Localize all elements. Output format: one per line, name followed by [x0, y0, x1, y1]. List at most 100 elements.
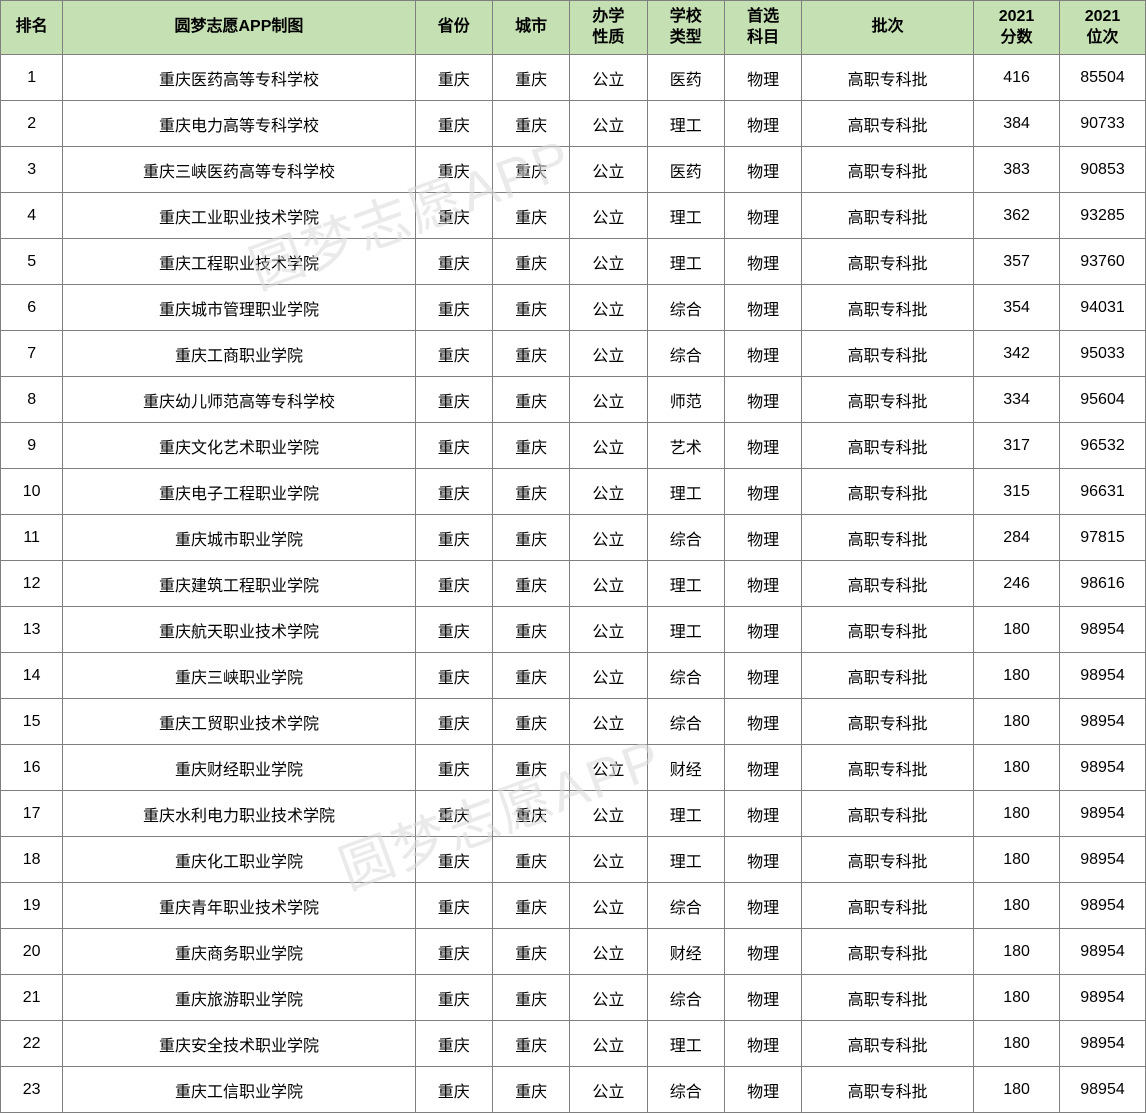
- cell-rank: 22: [1, 1021, 63, 1067]
- cell-province: 重庆: [415, 239, 492, 285]
- cell-rank: 23: [1, 1067, 63, 1113]
- cell-province: 重庆: [415, 561, 492, 607]
- cell-school: 重庆工商职业学院: [63, 331, 415, 377]
- cell-rank: 1: [1, 55, 63, 101]
- cell-city: 重庆: [492, 377, 569, 423]
- table-row: 16重庆财经职业学院重庆重庆公立财经物理高职专科批18098954: [1, 745, 1146, 791]
- cell-province: 重庆: [415, 285, 492, 331]
- cell-nature: 公立: [570, 377, 647, 423]
- cell-rank: 18: [1, 837, 63, 883]
- table-row: 7重庆工商职业学院重庆重庆公立综合物理高职专科批34295033: [1, 331, 1146, 377]
- cell-school: 重庆电子工程职业学院: [63, 469, 415, 515]
- cell-position: 96631: [1060, 469, 1146, 515]
- table-container: 圆梦志愿APP 圆梦志愿APP 排名圆梦志愿APP制图省份城市办学性质学校类型首…: [0, 0, 1146, 1113]
- cell-nature: 公立: [570, 1067, 647, 1113]
- cell-school: 重庆工贸职业技术学院: [63, 699, 415, 745]
- cell-rank: 16: [1, 745, 63, 791]
- cell-score: 180: [974, 837, 1060, 883]
- cell-score: 315: [974, 469, 1060, 515]
- cell-subject: 物理: [724, 193, 801, 239]
- table-row: 13重庆航天职业技术学院重庆重庆公立理工物理高职专科批18098954: [1, 607, 1146, 653]
- cell-school: 重庆医药高等专科学校: [63, 55, 415, 101]
- cell-score: 384: [974, 101, 1060, 147]
- table-row: 14重庆三峡职业学院重庆重庆公立综合物理高职专科批18098954: [1, 653, 1146, 699]
- cell-province: 重庆: [415, 653, 492, 699]
- cell-batch: 高职专科批: [802, 147, 974, 193]
- table-row: 15重庆工贸职业技术学院重庆重庆公立综合物理高职专科批18098954: [1, 699, 1146, 745]
- cell-type: 理工: [647, 561, 724, 607]
- cell-city: 重庆: [492, 791, 569, 837]
- cell-batch: 高职专科批: [802, 377, 974, 423]
- cell-rank: 14: [1, 653, 63, 699]
- cell-city: 重庆: [492, 653, 569, 699]
- cell-rank: 20: [1, 929, 63, 975]
- cell-batch: 高职专科批: [802, 745, 974, 791]
- cell-batch: 高职专科批: [802, 929, 974, 975]
- cell-score: 383: [974, 147, 1060, 193]
- header-city: 城市: [492, 1, 569, 55]
- cell-province: 重庆: [415, 975, 492, 1021]
- cell-batch: 高职专科批: [802, 699, 974, 745]
- table-row: 6重庆城市管理职业学院重庆重庆公立综合物理高职专科批35494031: [1, 285, 1146, 331]
- cell-city: 重庆: [492, 929, 569, 975]
- cell-score: 180: [974, 745, 1060, 791]
- cell-score: 180: [974, 1067, 1060, 1113]
- cell-rank: 7: [1, 331, 63, 377]
- table-row: 21重庆旅游职业学院重庆重庆公立综合物理高职专科批18098954: [1, 975, 1146, 1021]
- cell-batch: 高职专科批: [802, 193, 974, 239]
- cell-subject: 物理: [724, 331, 801, 377]
- cell-school: 重庆财经职业学院: [63, 745, 415, 791]
- table-row: 11重庆城市职业学院重庆重庆公立综合物理高职专科批28497815: [1, 515, 1146, 561]
- cell-score: 180: [974, 791, 1060, 837]
- cell-position: 98954: [1060, 699, 1146, 745]
- cell-province: 重庆: [415, 1067, 492, 1113]
- cell-nature: 公立: [570, 285, 647, 331]
- cell-nature: 公立: [570, 469, 647, 515]
- cell-batch: 高职专科批: [802, 423, 974, 469]
- cell-position: 96532: [1060, 423, 1146, 469]
- cell-score: 334: [974, 377, 1060, 423]
- cell-subject: 物理: [724, 929, 801, 975]
- cell-city: 重庆: [492, 55, 569, 101]
- cell-school: 重庆幼儿师范高等专科学校: [63, 377, 415, 423]
- cell-subject: 物理: [724, 239, 801, 285]
- cell-school: 重庆水利电力职业技术学院: [63, 791, 415, 837]
- cell-rank: 21: [1, 975, 63, 1021]
- cell-rank: 13: [1, 607, 63, 653]
- cell-rank: 9: [1, 423, 63, 469]
- cell-subject: 物理: [724, 423, 801, 469]
- cell-subject: 物理: [724, 791, 801, 837]
- cell-position: 98954: [1060, 883, 1146, 929]
- cell-batch: 高职专科批: [802, 975, 974, 1021]
- cell-province: 重庆: [415, 929, 492, 975]
- cell-rank: 10: [1, 469, 63, 515]
- cell-type: 综合: [647, 285, 724, 331]
- cell-school: 重庆建筑工程职业学院: [63, 561, 415, 607]
- cell-nature: 公立: [570, 101, 647, 147]
- cell-position: 98954: [1060, 607, 1146, 653]
- cell-type: 理工: [647, 469, 724, 515]
- header-batch: 批次: [802, 1, 974, 55]
- cell-score: 180: [974, 699, 1060, 745]
- cell-position: 98954: [1060, 929, 1146, 975]
- cell-type: 理工: [647, 607, 724, 653]
- cell-position: 90733: [1060, 101, 1146, 147]
- cell-school: 重庆城市职业学院: [63, 515, 415, 561]
- cell-nature: 公立: [570, 837, 647, 883]
- cell-position: 98954: [1060, 975, 1146, 1021]
- cell-rank: 4: [1, 193, 63, 239]
- table-row: 23重庆工信职业学院重庆重庆公立综合物理高职专科批18098954: [1, 1067, 1146, 1113]
- cell-rank: 15: [1, 699, 63, 745]
- cell-subject: 物理: [724, 285, 801, 331]
- cell-city: 重庆: [492, 193, 569, 239]
- cell-rank: 19: [1, 883, 63, 929]
- header-type: 学校类型: [647, 1, 724, 55]
- cell-score: 362: [974, 193, 1060, 239]
- cell-batch: 高职专科批: [802, 469, 974, 515]
- cell-nature: 公立: [570, 883, 647, 929]
- cell-province: 重庆: [415, 515, 492, 561]
- table-row: 8重庆幼儿师范高等专科学校重庆重庆公立师范物理高职专科批33495604: [1, 377, 1146, 423]
- cell-position: 98954: [1060, 1021, 1146, 1067]
- header-rank: 排名: [1, 1, 63, 55]
- cell-type: 艺术: [647, 423, 724, 469]
